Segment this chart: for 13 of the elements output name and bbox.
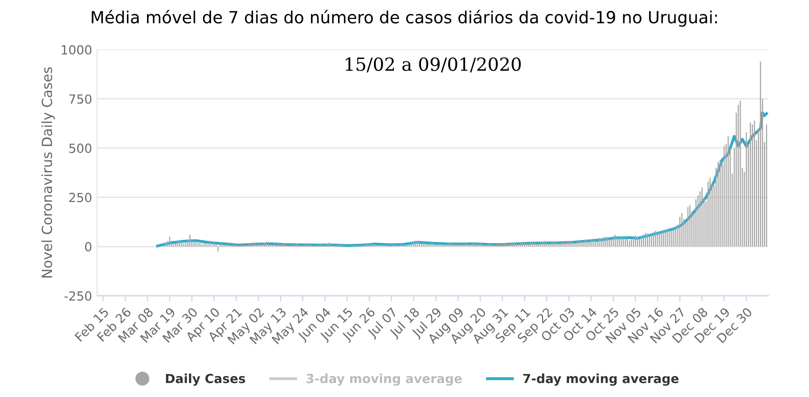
y-tick-label: 0: [85, 242, 92, 252]
line-series: [156, 111, 768, 248]
y-tick-label: -250: [64, 291, 92, 301]
legend-label: Daily Cases: [166, 374, 246, 386]
chart-title: Média móvel de 7 dias do número de casos diários da covid-19 no Uruguai:: [92, 10, 717, 27]
y-tick-label: 750: [69, 94, 92, 104]
legend-label: 7-day moving average: [523, 374, 679, 386]
legend-label: 3-day moving average: [306, 374, 462, 386]
y-tick-label: 250: [69, 192, 92, 202]
chart-subtitle: 15/02 a 09/01/2020: [346, 57, 521, 72]
y-tick-label: 1000: [62, 45, 92, 55]
y-axis-title: Novel Coronavirus Daily Cases: [41, 67, 55, 278]
y-tick-label: 500: [69, 144, 92, 154]
